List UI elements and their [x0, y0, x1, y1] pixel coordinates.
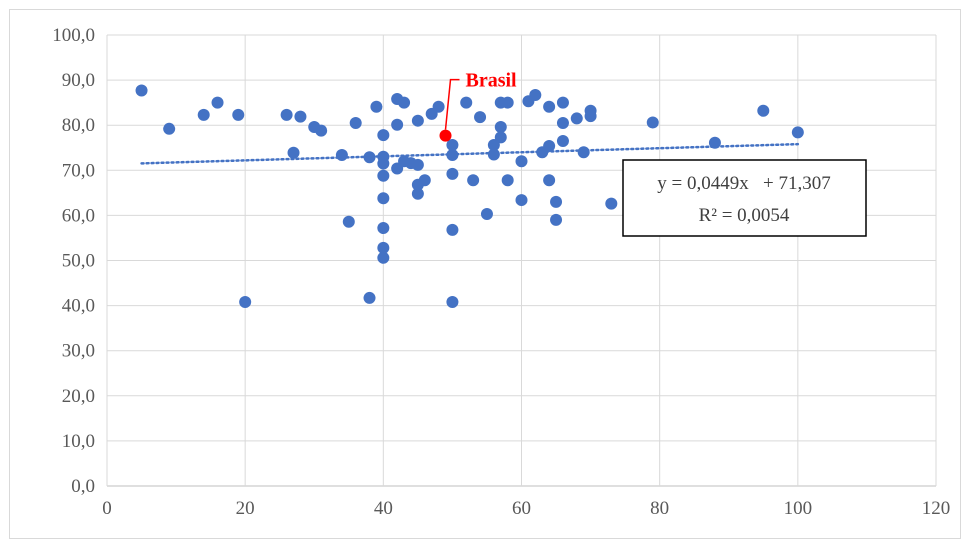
data-point: [480, 208, 493, 221]
data-point: [543, 139, 556, 152]
equation-box-border: [622, 159, 867, 237]
data-point: [446, 139, 459, 152]
data-point: [342, 215, 355, 228]
data-point: [791, 126, 804, 139]
data-point: [757, 104, 770, 117]
x-tick-label: 20: [236, 498, 255, 519]
equation-box: y = 0,0449x + 71,307 R² = 0,0054: [622, 159, 867, 237]
brasil-annotation: Brasil: [439, 70, 518, 142]
data-point: [577, 146, 590, 159]
data-point: [377, 222, 390, 235]
data-point: [232, 108, 245, 121]
y-tick-label: 30,0: [62, 341, 95, 362]
regression-equation: y = 0,0449x + 71,307: [657, 173, 830, 194]
data-point: [467, 174, 480, 187]
x-tick-label: 60: [512, 498, 531, 519]
data-point: [515, 194, 528, 207]
data-point: [543, 174, 556, 187]
data-point: [239, 295, 252, 308]
brasil-leader-line: [444, 78, 460, 130]
y-tick-label: 100,0: [52, 25, 95, 46]
data-point: [377, 129, 390, 142]
data-point: [363, 291, 376, 304]
data-point: [556, 134, 569, 147]
data-point: [432, 100, 445, 113]
data-points: [135, 84, 804, 308]
data-point: [280, 108, 293, 121]
data-point: [543, 100, 556, 113]
y-axis-tick-labels: 0,0 10,0 20,0 30,0 40,0 50,0 60,0 70,0 80,0 90,0 1…: [52, 25, 95, 497]
data-point: [487, 148, 500, 161]
y-tick-label: 70,0: [62, 160, 95, 181]
x-tick-label: 40: [374, 498, 393, 519]
data-point: [460, 96, 473, 109]
data-point: [163, 122, 176, 135]
data-point: [501, 174, 514, 187]
data-point: [550, 213, 563, 226]
chart-frame: [9, 9, 961, 539]
data-point: [605, 197, 618, 210]
data-point: [315, 124, 328, 137]
data-point: [446, 295, 459, 308]
data-point: [287, 146, 300, 159]
x-tick-label: 100: [784, 498, 813, 519]
data-point: [487, 139, 500, 152]
data-point: [197, 108, 210, 121]
data-point: [646, 116, 659, 129]
data-point: [349, 116, 362, 129]
grid-lines: [106, 34, 937, 487]
x-tick-label: 80: [650, 498, 669, 519]
data-point: [446, 148, 459, 161]
y-tick-label: 50,0: [62, 251, 95, 272]
data-point: [501, 96, 514, 109]
trendline-layer: [140, 142, 800, 165]
data-point: [570, 112, 583, 125]
brasil-point: [439, 129, 452, 142]
data-point: [494, 121, 507, 134]
data-point: [377, 251, 390, 264]
data-point: [411, 187, 424, 200]
trendline: [140, 142, 800, 165]
data-point: [398, 96, 411, 109]
data-point: [411, 158, 424, 171]
brasil-label: Brasil: [466, 70, 518, 92]
data-point: [556, 96, 569, 109]
data-point: [474, 111, 487, 124]
data-point: [294, 110, 307, 123]
data-point: [211, 96, 224, 109]
x-tick-label: 120: [922, 498, 951, 519]
data-point: [377, 169, 390, 182]
data-point: [377, 157, 390, 170]
y-tick-label: 60,0: [62, 205, 95, 226]
data-point: [550, 195, 563, 208]
data-point: [708, 136, 721, 149]
data-point: [363, 151, 376, 164]
data-point: [446, 223, 459, 236]
data-point: [529, 88, 542, 101]
data-point: [391, 118, 404, 131]
x-tick-label: 0: [102, 498, 112, 519]
data-point: [584, 110, 597, 123]
r-squared-value: R² = 0,0054: [699, 205, 790, 226]
x-axis-tick-labels: 0 20 40 60 80 100 120: [102, 498, 950, 519]
data-point: [494, 131, 507, 144]
y-tick-label: 20,0: [62, 386, 95, 407]
data-point: [418, 174, 431, 187]
data-point: [377, 192, 390, 205]
data-point: [335, 148, 348, 161]
y-tick-label: 80,0: [62, 115, 95, 136]
data-point: [446, 167, 459, 180]
y-tick-label: 0,0: [71, 476, 95, 497]
data-point: [411, 114, 424, 127]
data-point: [377, 241, 390, 254]
data-point: [370, 100, 383, 113]
data-point: [556, 116, 569, 129]
y-tick-label: 90,0: [62, 70, 95, 91]
data-point: [515, 155, 528, 168]
y-tick-label: 40,0: [62, 296, 95, 317]
data-point: [135, 84, 148, 97]
y-tick-label: 10,0: [62, 431, 95, 452]
